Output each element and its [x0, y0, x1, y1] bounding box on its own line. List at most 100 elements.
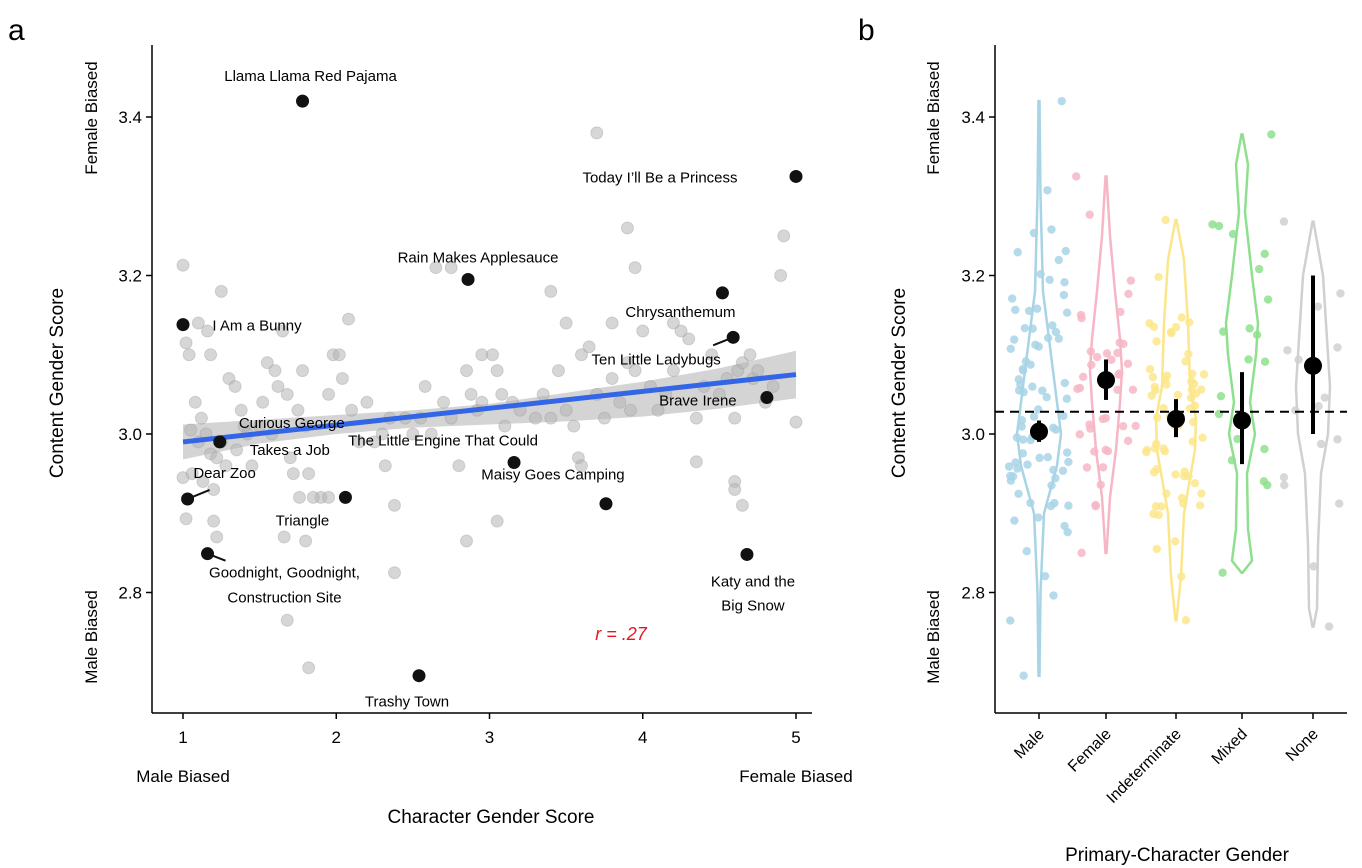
jitter-point-none: [1279, 473, 1289, 482]
gray-point: [207, 514, 221, 528]
jitter-point-indeterminate: [1185, 318, 1194, 327]
highlighted-point: [507, 456, 521, 470]
category-label-male: Male: [1011, 726, 1048, 763]
gray-point: [271, 379, 285, 393]
jitter-point-male: [1024, 306, 1034, 316]
gray-point: [666, 364, 680, 378]
axes-a: [151, 45, 812, 714]
jitter-point-indeterminate: [1167, 328, 1176, 338]
gray-point: [628, 364, 642, 378]
gray-point: [375, 427, 389, 441]
jitter-point-female: [1085, 210, 1094, 219]
book-label: Brave Irene: [659, 393, 737, 410]
gray-point: [182, 348, 196, 362]
book-label: Construction Site: [227, 590, 341, 607]
jitter-point-mixed: [1260, 249, 1269, 259]
highlighted-point: [740, 547, 754, 561]
gray-point: [567, 419, 581, 433]
gray-point: [214, 284, 228, 298]
y-low-label-b: Male Biased: [924, 590, 943, 684]
gray-point: [219, 459, 233, 473]
gray-point: [387, 566, 401, 580]
jitter-point-female: [1123, 359, 1133, 368]
gray-point: [444, 261, 458, 275]
gray-point: [352, 435, 366, 449]
y-tick-label-a: 2.8: [118, 584, 142, 603]
jitter-point-male: [1042, 392, 1051, 402]
y-low-label-a: Male Biased: [82, 590, 101, 684]
gray-point: [429, 261, 443, 275]
jitter-point-male: [1054, 334, 1064, 343]
book-label: Goodnight, Goodnight,: [209, 565, 360, 582]
jitter-point-male: [1028, 324, 1037, 333]
jitter-point-male: [1064, 501, 1073, 510]
jitter-point-mixed: [1233, 434, 1242, 444]
jitter-point-indeterminate: [1160, 375, 1170, 385]
gray-point: [201, 324, 215, 338]
jitter-point-indeterminate: [1142, 445, 1152, 455]
gray-point: [406, 427, 420, 441]
category-label-female: Female: [1065, 726, 1115, 776]
jitter-point-mixed: [1244, 355, 1253, 364]
x-high-label-a: Female Biased: [739, 767, 852, 786]
jitter-point-indeterminate: [1152, 544, 1161, 554]
jitter-point-indeterminate: [1148, 372, 1158, 382]
x-tick-label-a: 1: [178, 728, 187, 747]
axes-b: [994, 45, 1347, 714]
x-axis-title-b: Primary-Character Gender: [1065, 845, 1290, 866]
x-tick-label-a: 5: [791, 728, 800, 747]
gray-point: [666, 316, 680, 330]
jitter-point-male: [1043, 333, 1053, 343]
jitter-point-male: [1004, 462, 1014, 471]
jitter-point-male: [1057, 96, 1066, 106]
violin-indeterminate: [1154, 218, 1198, 622]
jitter-point-male: [1029, 412, 1039, 421]
jitter-point-male: [1051, 327, 1061, 337]
gray-point: [277, 530, 291, 544]
confidence-band: [183, 350, 796, 460]
jitter-point-male: [1064, 457, 1073, 467]
jitter-point-male: [1013, 464, 1022, 473]
book-label: Ten Little Ladybugs: [592, 351, 721, 368]
gray-point: [486, 348, 500, 362]
jitter-point-none: [1316, 439, 1326, 449]
jitter-point-mixed: [1259, 477, 1269, 486]
jitter-point-male: [1048, 321, 1057, 330]
jitter-point-male: [1047, 481, 1056, 490]
trend-line-path: [182, 372, 797, 445]
gray-point: [387, 498, 401, 512]
gray-point: [302, 661, 316, 675]
jitter-point-indeterminate: [1184, 349, 1193, 359]
jitter-point-male: [1051, 474, 1060, 483]
jitter-point-indeterminate: [1157, 502, 1166, 511]
jitter-point-indeterminate: [1181, 357, 1190, 366]
jitter-point-male: [1060, 278, 1069, 287]
jitter-point-female: [1107, 355, 1116, 364]
gray-point: [475, 348, 489, 362]
mean-point-none: [1304, 356, 1322, 375]
book-label: Dear Zoo: [193, 465, 256, 482]
y-high-label-b: Female Biased: [924, 61, 943, 174]
x-tick-label-a: 3: [485, 728, 494, 747]
jitter-point-indeterminate: [1149, 322, 1159, 331]
y-axis-title-a: Content Gender Score: [47, 288, 68, 478]
jitter-point-female: [1077, 313, 1086, 323]
gray-point: [620, 221, 634, 235]
gray-point: [332, 348, 346, 362]
gray-point: [590, 126, 604, 140]
jitter-point-indeterminate: [1145, 365, 1155, 374]
jitter-point-male: [1020, 323, 1030, 333]
mean-point-mixed: [1233, 411, 1251, 430]
jitter-point-male: [1011, 305, 1020, 315]
gray-point: [490, 514, 504, 528]
jitter-point-female: [1116, 307, 1125, 317]
panel-a: a 1 2 3 4 5 2.8 3.0 3.2 3.4 Character Gender Sco…: [8, 14, 853, 828]
jitter-point-mixed: [1208, 220, 1217, 229]
label-leader-line: [187, 489, 210, 500]
jitter-point-none: [1320, 393, 1329, 402]
gray-point: [559, 403, 573, 417]
jitter-point-male: [1017, 422, 1026, 431]
mean-point-female: [1097, 371, 1115, 390]
jitter-point-female: [1090, 447, 1099, 456]
